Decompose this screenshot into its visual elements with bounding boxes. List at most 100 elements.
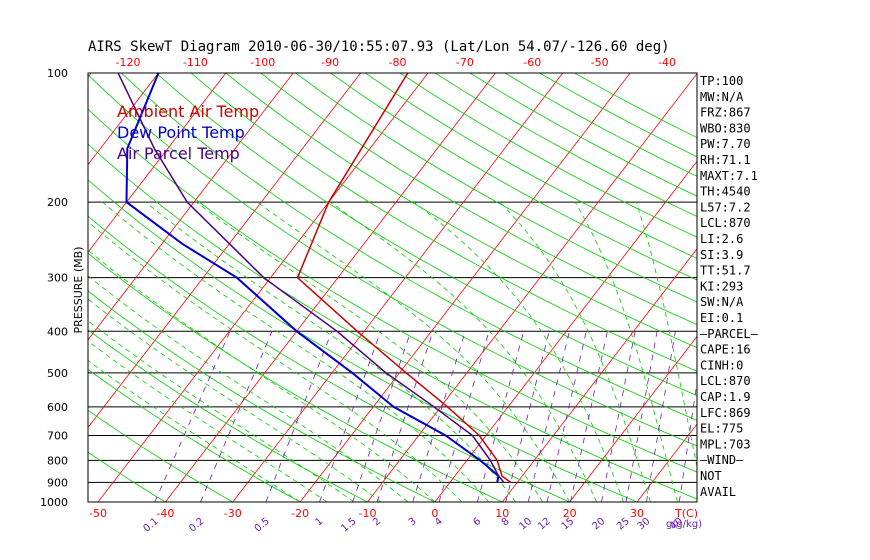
isotherm-line bbox=[299, 73, 631, 502]
pressure-tick: 900 bbox=[47, 476, 68, 489]
mixing-ratio-line bbox=[527, 331, 570, 502]
chart-title: AIRS SkewT Diagram 2010-06-30/10:55:07.9… bbox=[88, 39, 670, 55]
mixing-ratio-tick: 20 bbox=[591, 516, 608, 533]
isotherm-line bbox=[772, 73, 870, 502]
parcel-temp-line bbox=[117, 73, 505, 483]
top-temp-tick: -80 bbox=[389, 56, 407, 69]
index-value: WBO:830 bbox=[700, 121, 751, 135]
dry-adiabat-line bbox=[88, 215, 570, 502]
pressure-tick: 300 bbox=[47, 272, 68, 285]
index-value: MPL:703 bbox=[700, 437, 751, 451]
dry-adiabat-line bbox=[469, 73, 697, 197]
mixing-ratio-tick: 2 bbox=[371, 516, 383, 529]
mixing-ratio-line bbox=[438, 331, 490, 502]
pressure-tick: 400 bbox=[47, 325, 68, 338]
isotherm-line bbox=[636, 423, 697, 502]
dry-adiabat-line bbox=[295, 73, 697, 303]
mixing-ratio-tick: 0.2 bbox=[187, 516, 206, 535]
mixing-ratio-line bbox=[376, 331, 434, 502]
moist-adiabat-line bbox=[88, 320, 355, 502]
dry-adiabat-line bbox=[88, 290, 436, 502]
moist-adiabat-line bbox=[88, 221, 463, 502]
isotherm-line bbox=[88, 73, 227, 253]
index-value: SI:3.9 bbox=[700, 248, 743, 262]
index-value: LFC:869 bbox=[700, 406, 751, 420]
dry-adiabat-line bbox=[260, 73, 697, 326]
dry-adiabat-line bbox=[88, 368, 301, 502]
index-value: —PARCEL— bbox=[700, 327, 759, 341]
mixing-ratio-tick: 0.5 bbox=[253, 516, 272, 535]
legend: Ambient Air Temp Dew Point Temp Air Parcel… bbox=[117, 102, 259, 163]
mixing-ratio-unit: g(g/kg) bbox=[666, 519, 702, 530]
index-value: MW:N/A bbox=[700, 90, 744, 104]
index-value: LCL:870 bbox=[700, 374, 751, 388]
index-value: NOT bbox=[700, 469, 722, 483]
index-value: FRZ:867 bbox=[700, 106, 751, 120]
moist-adiabat-line bbox=[88, 275, 409, 502]
bottom-temp-tick: 10 bbox=[495, 507, 509, 520]
moist-adiabat-line bbox=[329, 201, 597, 502]
bottom-temp-tick: -40 bbox=[156, 507, 174, 520]
top-temp-tick: -70 bbox=[456, 56, 474, 69]
isotherm-line bbox=[88, 73, 294, 341]
moist-adiabat-line bbox=[196, 201, 544, 502]
isotherm-line bbox=[88, 73, 159, 166]
dry-adiabat-line bbox=[88, 451, 166, 502]
index-value: MAXT:7.1 bbox=[700, 169, 758, 183]
dry-adiabat-line bbox=[88, 179, 638, 502]
mixing-ratio-tick: 12 bbox=[536, 516, 553, 533]
dry-adiabat-line bbox=[504, 73, 697, 177]
mixing-ratio-line bbox=[601, 331, 636, 502]
dry-adiabat-line bbox=[365, 73, 697, 259]
bottom-temp-tick: -20 bbox=[291, 507, 309, 520]
ambient-temp-line bbox=[296, 73, 512, 484]
moist-adiabat-line bbox=[499, 201, 651, 502]
dry-adiabat-line bbox=[330, 73, 697, 281]
dry-adiabat-line bbox=[155, 73, 697, 396]
dry-adiabat-line bbox=[225, 73, 697, 349]
mixing-ratio-line bbox=[477, 331, 525, 502]
bottom-temp-tick: -50 bbox=[89, 507, 107, 520]
moist-adiabat-line bbox=[88, 359, 301, 502]
mixing-ratio-line bbox=[505, 331, 550, 502]
index-value: KI:293 bbox=[700, 279, 743, 293]
isotherm-line bbox=[501, 248, 697, 502]
mixing-ratio-line bbox=[412, 331, 466, 502]
dry-adiabat-line bbox=[88, 108, 697, 473]
index-value: AVAIL bbox=[700, 485, 736, 499]
isotherm-line bbox=[97, 73, 429, 502]
pressure-tick: 700 bbox=[47, 430, 68, 443]
moist-adiabat-line bbox=[88, 340, 328, 502]
bottom-temp-tick: 0 bbox=[431, 507, 438, 520]
index-value: SW:N/A bbox=[700, 295, 744, 309]
plot-area bbox=[0, 73, 870, 502]
legend-item: Dew Point Temp bbox=[117, 123, 245, 142]
mixing-ratio-tick: 10 bbox=[517, 516, 534, 533]
dry-adiabat-line bbox=[434, 73, 697, 217]
pressure-tick: 600 bbox=[47, 401, 68, 414]
isotherm-line bbox=[165, 73, 496, 502]
moist-adiabat-line bbox=[257, 201, 570, 502]
dry-adiabat-line bbox=[88, 143, 697, 500]
dry-adiabat-line bbox=[88, 252, 503, 502]
bottom-temp-tick: 20 bbox=[563, 507, 577, 520]
moist-adiabat-line bbox=[88, 249, 436, 502]
mixing-ratio-tick: 4 bbox=[433, 516, 445, 529]
index-value: EI:0.1 bbox=[700, 311, 743, 325]
mixing-ratio-tick: 1.5 bbox=[339, 516, 358, 535]
isotherm-line bbox=[434, 160, 697, 502]
mixing-ratio-tick: 6 bbox=[471, 516, 483, 529]
index-value: CINH:0 bbox=[700, 358, 743, 372]
dry-adiabat-line bbox=[88, 74, 697, 447]
isotherm-line bbox=[0, 73, 24, 502]
pressure-tick: 200 bbox=[47, 196, 68, 209]
y-axis-label: PRESSURE (MB) bbox=[72, 247, 85, 334]
index-value: LI:2.6 bbox=[700, 232, 743, 246]
dry-adiabat-line bbox=[190, 73, 697, 372]
mixing-ratio-line bbox=[352, 331, 412, 502]
mixing-ratio-line bbox=[625, 331, 658, 502]
mixing-ratio-tick: 1 bbox=[313, 516, 325, 529]
index-value: CAP:1.9 bbox=[700, 390, 751, 404]
